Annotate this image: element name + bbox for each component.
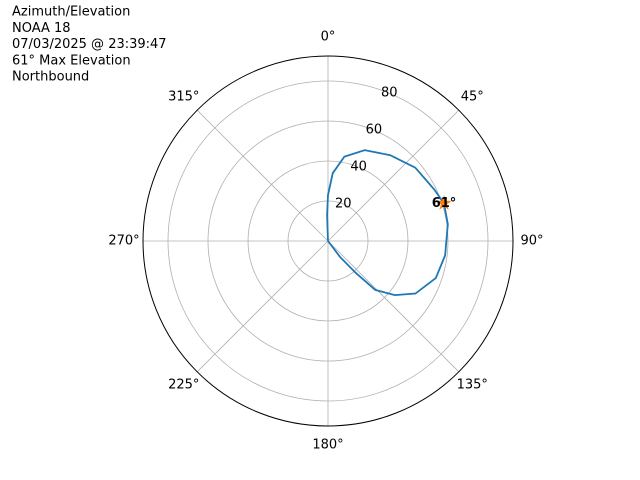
r-tick-label: 60: [366, 123, 383, 138]
theta-tick-label: 225°: [168, 378, 199, 393]
r-tick-label: 40: [350, 160, 367, 175]
polar-spine: [142, 55, 514, 427]
theta-tick-label: 45°: [461, 89, 484, 104]
title-line: 61° Max Elevation: [12, 53, 131, 68]
theta-tick-label: 180°: [312, 438, 343, 453]
theta-grid-line: [196, 109, 329, 242]
theta-grid-line: [327, 240, 460, 373]
title-line: NOAA 18: [12, 21, 71, 36]
theta-tick-label: 270°: [108, 234, 139, 249]
r-tick-label: 20: [335, 197, 352, 212]
title-line: 07/03/2025 @ 23:39:47: [12, 37, 167, 52]
theta-tick-label: 0°: [321, 30, 336, 45]
r-tick-label: 80: [381, 86, 398, 101]
theta-tick-label: 90°: [520, 234, 543, 249]
theta-tick-label: 315°: [168, 89, 199, 104]
track-line: [326, 149, 449, 297]
title-line: Northbound: [12, 70, 89, 85]
max-elevation-label: 61°: [432, 196, 457, 211]
theta-tick-label: 135°: [457, 378, 488, 393]
title-line: Azimuth/Elevation: [12, 5, 130, 20]
max-elevation-marker: [436, 195, 452, 210]
theta-grid-line: [327, 109, 460, 242]
theta-grid-line: [196, 240, 329, 373]
